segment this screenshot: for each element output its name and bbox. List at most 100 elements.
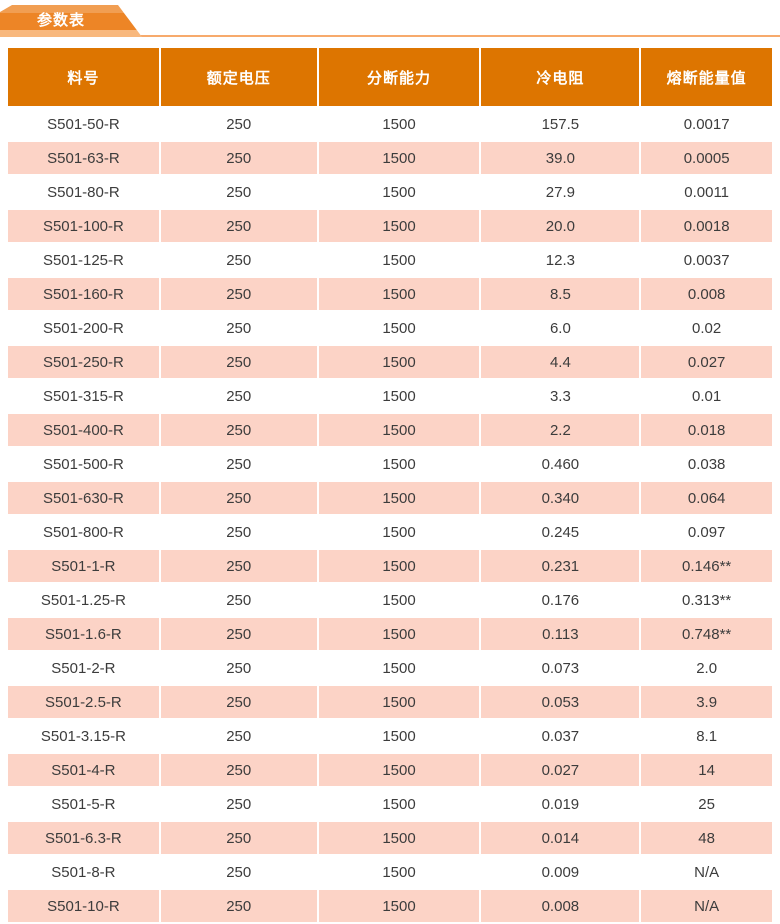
cell: 250 xyxy=(160,414,317,446)
cell: 0.008 xyxy=(481,890,640,922)
table-row: S501-250-R 250 1500 4.4 0.027 xyxy=(8,346,772,378)
cell: 250 xyxy=(160,822,317,854)
cell: S501-5-R xyxy=(8,788,159,820)
cell: 250 xyxy=(160,448,317,480)
cell: S501-100-R xyxy=(8,210,159,242)
cell: 1500 xyxy=(318,176,480,208)
column-header: 分断能力 xyxy=(318,48,480,106)
cell: 250 xyxy=(160,720,317,752)
cell: 0.064 xyxy=(641,482,772,514)
cell: 8.1 xyxy=(641,720,772,752)
cell: 250 xyxy=(160,176,317,208)
cell: 0.340 xyxy=(481,482,640,514)
table-row: S501-50-R 250 1500 157.5 0.0017 xyxy=(8,108,772,140)
cell: 250 xyxy=(160,210,317,242)
cell: 1500 xyxy=(318,346,480,378)
table-row: S501-500-R 250 1500 0.460 0.038 xyxy=(8,448,772,480)
parameter-table: 料号 额定电压 分断能力 冷电阻 熔断能量值 S501-50-R 250 1500 157.5… xyxy=(6,46,774,924)
cell: 2.0 xyxy=(641,652,772,684)
cell: 1500 xyxy=(318,482,480,514)
cell: 0.053 xyxy=(481,686,640,718)
table-row: S501-80-R 250 1500 27.9 0.0011 xyxy=(8,176,772,208)
cell: 0.018 xyxy=(641,414,772,446)
column-header: 额定电压 xyxy=(160,48,317,106)
cell: 0.460 xyxy=(481,448,640,480)
cell: 1500 xyxy=(318,856,480,888)
cell: 250 xyxy=(160,516,317,548)
cell: 250 xyxy=(160,890,317,922)
cell: 1500 xyxy=(318,788,480,820)
cell: 1500 xyxy=(318,312,480,344)
cell: 25 xyxy=(641,788,772,820)
cell: S501-50-R xyxy=(8,108,159,140)
cell: 250 xyxy=(160,754,317,786)
cell: 1500 xyxy=(318,516,480,548)
cell: 1500 xyxy=(318,720,480,752)
parameter-table-tab xyxy=(0,5,142,37)
cell: 0.009 xyxy=(481,856,640,888)
cell: 250 xyxy=(160,686,317,718)
cell: 1500 xyxy=(318,142,480,174)
cell: 1500 xyxy=(318,652,480,684)
cell: 1500 xyxy=(318,754,480,786)
cell: 3.9 xyxy=(641,686,772,718)
column-header: 冷电阻 xyxy=(481,48,640,106)
cell: 0.027 xyxy=(641,346,772,378)
header-row: 料号 额定电压 分断能力 冷电阻 熔断能量值 xyxy=(8,48,772,106)
cell: 20.0 xyxy=(481,210,640,242)
table-row: S501-1.6-R 250 1500 0.113 0.748** xyxy=(8,618,772,650)
section-tab-bar: 参数表 xyxy=(0,5,780,37)
table-row: S501-10-R 250 1500 0.008 N/A xyxy=(8,890,772,922)
cell: 250 xyxy=(160,346,317,378)
cell: 1500 xyxy=(318,550,480,582)
cell: S501-80-R xyxy=(8,176,159,208)
cell: N/A xyxy=(641,890,772,922)
cell: 0.231 xyxy=(481,550,640,582)
column-header: 料号 xyxy=(8,48,159,106)
cell: 48 xyxy=(641,822,772,854)
cell: 1500 xyxy=(318,244,480,276)
cell: 27.9 xyxy=(481,176,640,208)
table-row: S501-63-R 250 1500 39.0 0.0005 xyxy=(8,142,772,174)
cell: S501-200-R xyxy=(8,312,159,344)
cell: 0.748** xyxy=(641,618,772,650)
cell: 1500 xyxy=(318,414,480,446)
cell: 1500 xyxy=(318,618,480,650)
cell: S501-315-R xyxy=(8,380,159,412)
cell: 1500 xyxy=(318,210,480,242)
cell: 6.0 xyxy=(481,312,640,344)
cell: S501-630-R xyxy=(8,482,159,514)
cell: S501-6.3-R xyxy=(8,822,159,854)
table-row: S501-125-R 250 1500 12.3 0.0037 xyxy=(8,244,772,276)
cell: 0.0017 xyxy=(641,108,772,140)
cell: 0.038 xyxy=(641,448,772,480)
cell: 250 xyxy=(160,380,317,412)
cell: S501-125-R xyxy=(8,244,159,276)
cell: 0.008 xyxy=(641,278,772,310)
cell: 1500 xyxy=(318,584,480,616)
table-row: S501-1-R 250 1500 0.231 0.146** xyxy=(8,550,772,582)
cell: 14 xyxy=(641,754,772,786)
table-row: S501-400-R 250 1500 2.2 0.018 xyxy=(8,414,772,446)
cell: 3.3 xyxy=(481,380,640,412)
cell: 2.2 xyxy=(481,414,640,446)
cell: S501-10-R xyxy=(8,890,159,922)
cell: 157.5 xyxy=(481,108,640,140)
cell: 1500 xyxy=(318,448,480,480)
cell: S501-1.6-R xyxy=(8,618,159,650)
cell: 250 xyxy=(160,788,317,820)
cell: 1500 xyxy=(318,108,480,140)
cell: 0.097 xyxy=(641,516,772,548)
table-body: S501-50-R 250 1500 157.5 0.0017 S501-63-R 250 1… xyxy=(8,108,772,922)
cell: 250 xyxy=(160,142,317,174)
table-row: S501-100-R 250 1500 20.0 0.0018 xyxy=(8,210,772,242)
table-row: S501-160-R 250 1500 8.5 0.008 xyxy=(8,278,772,310)
cell: 1500 xyxy=(318,278,480,310)
table-row: S501-6.3-R 250 1500 0.014 48 xyxy=(8,822,772,854)
table-row: S501-2.5-R 250 1500 0.053 3.9 xyxy=(8,686,772,718)
cell: 0.02 xyxy=(641,312,772,344)
cell: 0.0037 xyxy=(641,244,772,276)
tab-label: 参数表 xyxy=(37,12,86,29)
cell: S501-1.25-R xyxy=(8,584,159,616)
